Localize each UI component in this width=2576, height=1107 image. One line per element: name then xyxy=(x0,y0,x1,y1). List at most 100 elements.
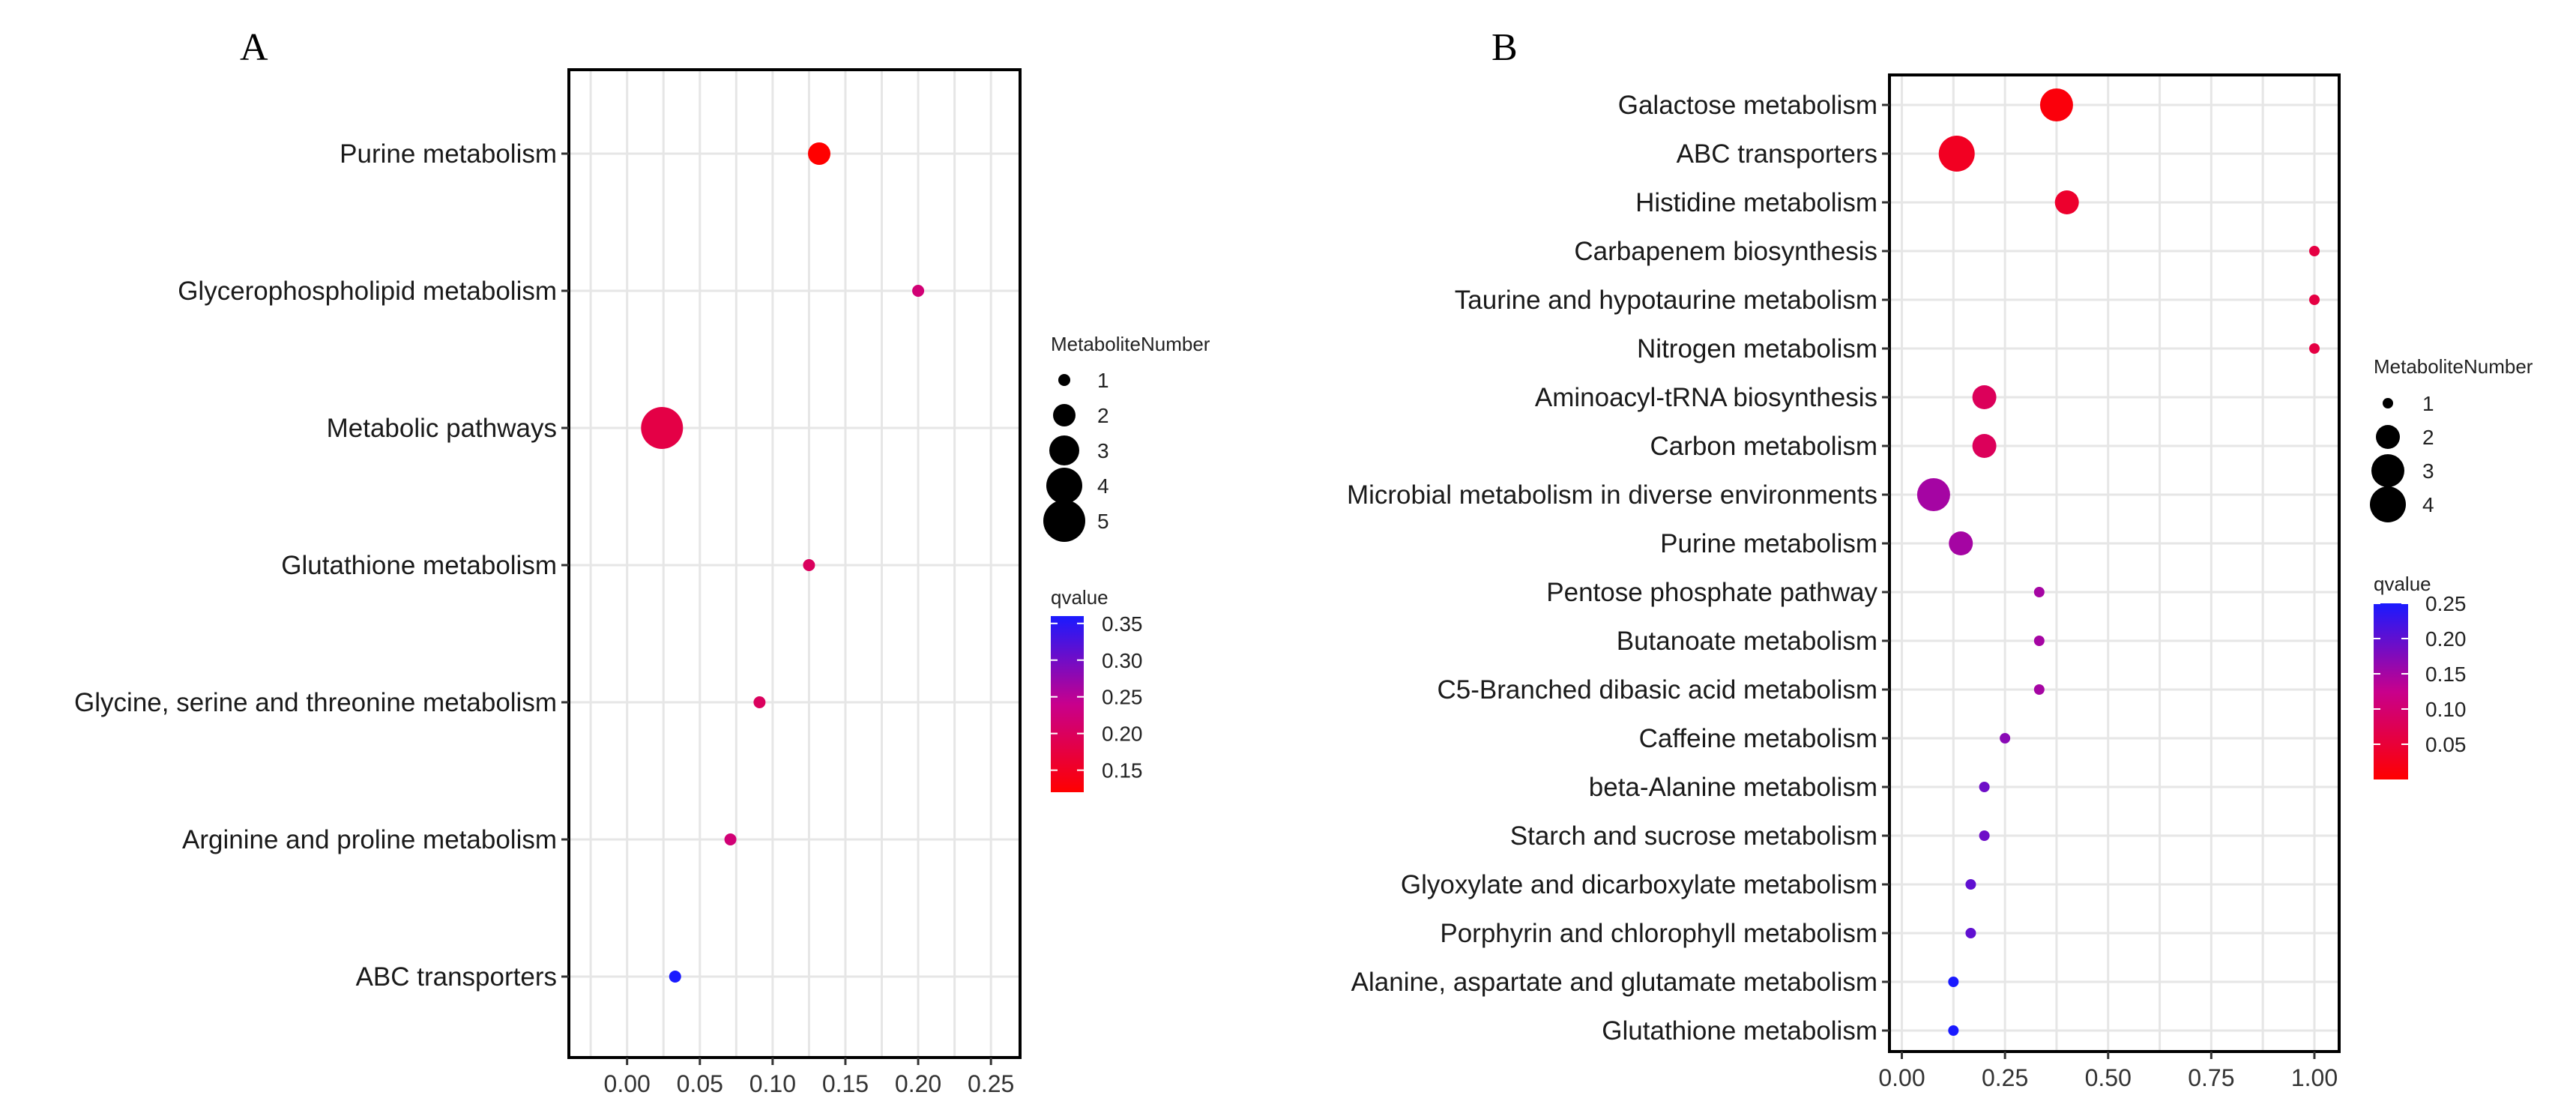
panel-a-y-label: Arginine and proline metabolism xyxy=(182,825,557,854)
panel-a-colorbar-label: 0.15 xyxy=(1102,759,1143,782)
panel-a-colorbar xyxy=(1051,616,1084,792)
panel-b-x-tick-label: 0.00 xyxy=(1878,1064,1925,1091)
panel-b-point xyxy=(2033,684,2045,695)
panel-b-x-tick-label: 0.75 xyxy=(2188,1064,2234,1091)
panel-b-y-label: Porphyrin and chlorophyll metabolism xyxy=(1440,919,1877,948)
panel-a-colorbar-label: 0.35 xyxy=(1102,612,1143,636)
panel-a-size-legend-key xyxy=(1046,468,1082,504)
panel-a-size-legend-key xyxy=(1043,500,1085,542)
panel-a-y-label: Glutathione metabolism xyxy=(281,551,557,580)
panel-b-size-legend-key xyxy=(2370,486,2406,522)
panel-b-y-label: beta-Alanine metabolism xyxy=(1589,773,1877,802)
panel-b-point xyxy=(1972,434,1997,458)
panel-b-point xyxy=(2033,587,2045,597)
panel-a-x-tick-label: 0.00 xyxy=(604,1070,651,1097)
panel-a-size-legend-key xyxy=(1053,404,1076,426)
panel-b-size-legend-label: 3 xyxy=(2422,459,2434,483)
panel-a-points xyxy=(641,142,925,983)
panel-b-point xyxy=(1916,478,1950,511)
panel-b-point xyxy=(1938,136,1975,172)
panel-a-x-ticks: 0.00 0.05 0.10 0.15 0.20 0.25 xyxy=(604,1058,1014,1097)
panel-b-colorbar-label: 0.25 xyxy=(2425,592,2467,615)
panel-b-point xyxy=(2308,295,2320,305)
panel-b-plot-frame xyxy=(1888,73,2341,1053)
panel-a-colorbar-label: 0.30 xyxy=(1102,649,1143,672)
panel-a-size-legend-label: 2 xyxy=(1097,404,1109,427)
panel-a-point xyxy=(912,285,925,297)
panel-b-point xyxy=(1979,830,1990,841)
panel-a-size-legend: MetaboliteNumber 1 2 3 4 5 xyxy=(1043,333,1210,542)
panel-b-colorbar-label: 0.15 xyxy=(2425,663,2467,686)
panel-b: B Galactose metabolism ABC transporters Hi… xyxy=(1347,26,2533,1091)
panel-b-point xyxy=(2039,88,2073,121)
panel-b-y-label: Nitrogen metabolism xyxy=(1637,334,1877,364)
panel-b-y-label: Starch and sucrose metabolism xyxy=(1510,821,1877,851)
panel-b-letter: B xyxy=(1491,26,1518,69)
panel-b-colorbar-label: 0.05 xyxy=(2425,733,2467,756)
panel-b-y-label: Aminoacyl-tRNA biosynthesis xyxy=(1535,383,1877,412)
panel-b-y-label: Purine metabolism xyxy=(1660,529,1877,558)
panel-b-size-legend-key xyxy=(2383,398,2393,408)
panel-b-x-tick-label: 1.00 xyxy=(2291,1064,2338,1091)
panel-b-grid xyxy=(1889,75,2339,1052)
panel-a-size-legend-key xyxy=(1049,435,1079,465)
panel-a-size-legend-label: 5 xyxy=(1097,510,1109,533)
panel-b-size-legend-key xyxy=(2376,425,2400,449)
panel-b-point xyxy=(1949,531,1973,555)
panel-b-y-label: Histidine metabolism xyxy=(1635,188,1877,217)
panel-b-point xyxy=(2308,343,2320,354)
panel-a-y-label: Glycine, serine and threonine metabolism xyxy=(74,688,557,717)
panel-b-colorbar-label: 0.10 xyxy=(2425,698,2467,721)
panel-a-point xyxy=(669,971,681,983)
panel-a-colorbar-label: 0.25 xyxy=(1102,686,1143,709)
panel-a-size-legend-key xyxy=(1058,374,1070,386)
panel-b-size-legend-label: 1 xyxy=(2422,392,2434,415)
panel-b-size-legend-key xyxy=(2371,454,2404,487)
panel-b-color-legend: qvalue 0.05 0.10 0.15 0.20 0.25 xyxy=(2374,573,2467,779)
panel-b-point xyxy=(1965,928,1976,938)
panel-a-size-legend-label: 3 xyxy=(1097,439,1109,462)
panel-b-point xyxy=(2308,246,2320,256)
panel-b-y-label: Pentose phosphate pathway xyxy=(1546,578,1877,607)
panel-a-color-legend: qvalue 0.15 0.20 0.25 0.30 0.35 xyxy=(1051,586,1143,792)
panel-a-letter: A xyxy=(240,26,268,69)
panel-a-point xyxy=(753,696,766,708)
panel-b-y-label: ABC transporters xyxy=(1677,139,1877,169)
panel-b-colorbar-label: 0.20 xyxy=(2425,627,2467,651)
panel-b-size-legend: MetaboliteNumber 1 2 3 4 xyxy=(2370,355,2533,522)
panel-a-point xyxy=(724,833,737,845)
panel-a-color-legend-title: qvalue xyxy=(1051,586,1108,609)
panel-a-grid xyxy=(569,70,1020,1058)
panel-a-x-tick-label: 0.20 xyxy=(895,1070,941,1097)
panel-b-color-legend-title: qvalue xyxy=(2374,573,2431,595)
panel-b-y-label: Microbial metabolism in diverse environm… xyxy=(1347,480,1877,510)
panel-b-x-ticks: 0.00 0.25 0.50 0.75 1.00 xyxy=(1878,1052,2338,1091)
panel-a-y-labels: Purine metabolism Glycerophospholipid met… xyxy=(74,139,569,992)
panel-a-colorbar-ticks: 0.15 0.20 0.25 0.30 0.35 xyxy=(1051,612,1143,782)
panel-b-colorbar xyxy=(2374,603,2408,779)
panel-a-y-label: Purine metabolism xyxy=(340,139,557,169)
panel-a-colorbar-label: 0.20 xyxy=(1102,723,1143,746)
panel-b-y-label: Glutathione metabolism xyxy=(1602,1016,1877,1046)
panel-a-x-tick-label: 0.05 xyxy=(677,1070,723,1097)
panel-a-size-legend-title: MetaboliteNumber xyxy=(1051,333,1210,355)
panel-b-point xyxy=(1948,977,1959,987)
panel-b-size-legend-label: 2 xyxy=(2422,426,2434,449)
panel-b-size-legend-items: 1 2 3 4 xyxy=(2370,392,2434,522)
panel-a: A Purine metabolism Glycerophospholipid m… xyxy=(74,26,1210,1097)
panel-a-point xyxy=(803,559,815,571)
panel-b-x-tick-label: 0.25 xyxy=(1982,1064,2028,1091)
panel-b-point xyxy=(1948,1025,1959,1036)
panel-b-y-label: Galactose metabolism xyxy=(1618,91,1877,120)
panel-a-x-tick-label: 0.25 xyxy=(968,1070,1014,1097)
panel-a-plot-frame xyxy=(567,68,1022,1059)
panel-b-x-tick-label: 0.50 xyxy=(2085,1064,2132,1091)
panel-a-size-legend-label: 1 xyxy=(1097,369,1109,392)
panel-b-y-label: Caffeine metabolism xyxy=(1639,724,1877,753)
panel-b-point xyxy=(2033,636,2045,646)
panel-b-points xyxy=(1916,88,2320,1036)
panel-b-y-label: Taurine and hypotaurine metabolism xyxy=(1455,286,1877,315)
panel-b-y-label: Carbapenem biosynthesis xyxy=(1574,237,1877,266)
panel-a-size-legend-items: 1 2 3 4 5 xyxy=(1043,369,1109,542)
